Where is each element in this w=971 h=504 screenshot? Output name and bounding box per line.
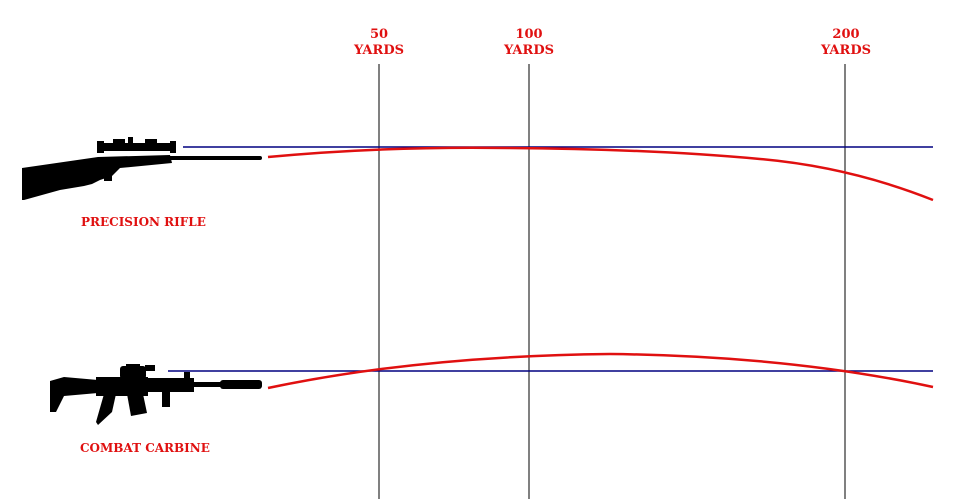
distance-value-100: 100 (515, 27, 543, 42)
distance-value-50: 50 (369, 27, 389, 42)
trajectory-carbine (267, 352, 934, 390)
precision-rifle-label: PRECISION RIFLE (81, 215, 206, 229)
distance-unit-50: YARDS (353, 43, 404, 58)
distance-label-50: 50 YARDS (334, 27, 424, 59)
distance-unit-100: YARDS (503, 43, 554, 58)
distance-unit-200: YARDS (820, 43, 871, 58)
trajectory-precision (267, 146, 934, 202)
bolt-action-rifle-icon (22, 137, 262, 200)
ar-carbine-icon (50, 364, 262, 425)
distance-label-100: 100 YARDS (484, 27, 574, 59)
combat-carbine-label: COMBAT CARBINE (80, 441, 210, 455)
distance-label-200: 200 YARDS (801, 27, 891, 59)
distance-value-200: 200 (832, 27, 860, 42)
